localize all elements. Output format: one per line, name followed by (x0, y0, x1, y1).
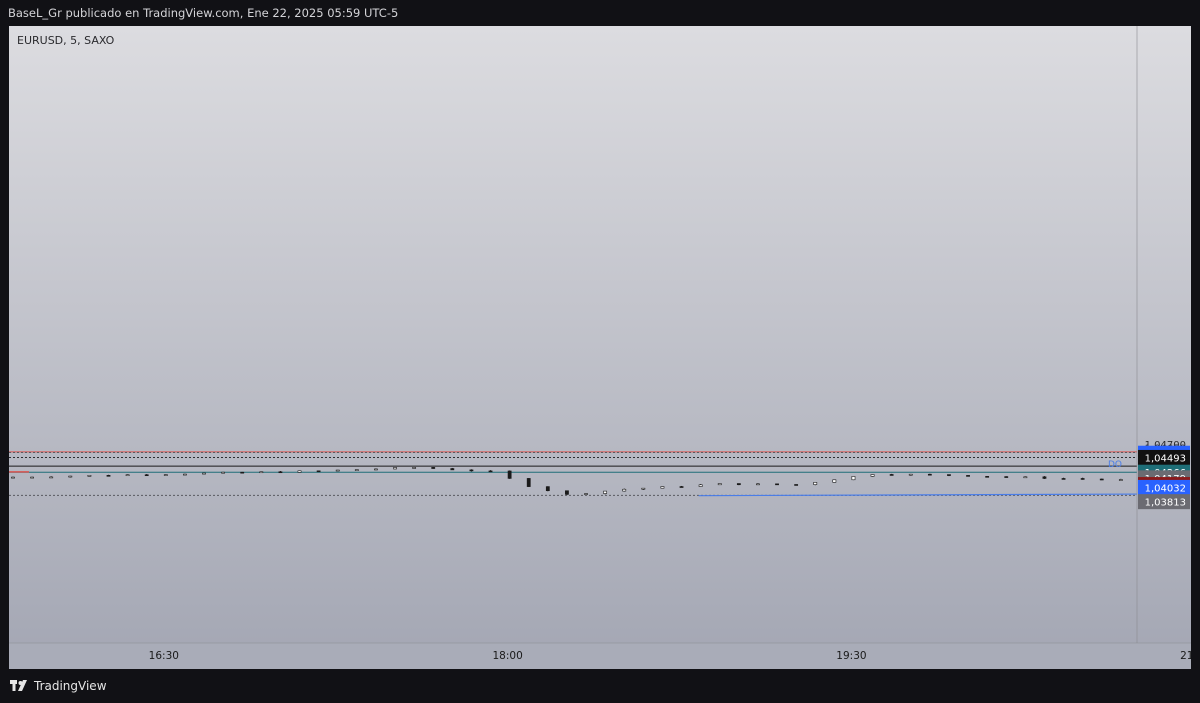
bull-candle (68, 475, 73, 478)
bear-candle (278, 471, 283, 474)
price-label-text-entry-zone: 1,04032 (1145, 483, 1186, 494)
bear-candle (1004, 476, 1009, 478)
bear-candle (106, 475, 111, 477)
price-axis-background (1137, 26, 1191, 669)
bull-candle (756, 483, 760, 486)
bull-candle (813, 482, 818, 485)
bull-candle (584, 493, 588, 495)
annotation-labels: pdhDOtrue daysell stopssmtq1q2q3q4 (1108, 460, 1122, 470)
bull-candle (354, 469, 359, 471)
candlestick-series (11, 467, 1181, 496)
bear-candle (1080, 478, 1085, 480)
bear-candle (488, 470, 493, 473)
time-axis[interactable]: 16:3018:0019:3021:0022:302201:3003:0004:… (9, 642, 1191, 669)
price-label-text-last: 1,04493 (1145, 453, 1186, 464)
bear-candle (565, 490, 569, 495)
time-tick-3: 21:00 (1180, 650, 1191, 662)
price-axis[interactable]: 1,047001,046501,046001,044501,044001,043… (1136, 26, 1191, 669)
bull-candle (393, 467, 397, 470)
bull-candle (717, 483, 722, 486)
bull-candle (259, 471, 264, 474)
bull-candle (163, 474, 168, 476)
bull-candle (1118, 479, 1123, 481)
price-label-low[interactable] (1138, 494, 1190, 510)
bear-candle (927, 473, 932, 476)
bull-candle (49, 476, 54, 479)
bull-candle (603, 490, 608, 494)
bull-candle (1023, 476, 1028, 479)
price-label-text-low: 1,03813 (1145, 498, 1186, 509)
bull-candle (297, 470, 302, 473)
bear-candle (966, 475, 970, 477)
bear-candle (1061, 478, 1066, 480)
do-label: DO (1108, 460, 1122, 470)
price-label-entry-zone[interactable] (1138, 479, 1190, 495)
drawing-overlays[interactable] (9, 451, 1191, 497)
bear-candle (144, 474, 149, 477)
chart-pane[interactable]: pdhDOtrue daysell stopssmtq1q2q3q4 1,047… (9, 26, 1191, 669)
chart-background (9, 26, 1191, 669)
time-tick-2: 19:30 (836, 650, 866, 662)
bull-candle (221, 471, 226, 474)
publish-caption-bar: BaseL_Gr publicado en TradingView.com, E… (0, 0, 1200, 26)
price-chart[interactable]: pdhDOtrue daysell stopssmtq1q2q3q4 1,047… (9, 26, 1191, 669)
bear-candle (316, 470, 321, 473)
bull-candle (698, 484, 703, 487)
bull-candle (851, 476, 856, 481)
symbol-title[interactable]: EURUSD, 5, SAXO (17, 34, 115, 47)
bear-candle (469, 469, 474, 472)
bull-candle (125, 474, 130, 477)
bear-candle (775, 483, 779, 486)
bear-candle (545, 486, 550, 492)
bear-candle (985, 476, 990, 478)
bear-candle (889, 474, 894, 476)
bull-candle (202, 472, 206, 475)
bear-candle (1099, 478, 1104, 481)
bear-candle (947, 474, 951, 476)
bull-candle (335, 469, 340, 472)
bull-candle (30, 476, 35, 479)
price-tick-0: 1,04700 (1145, 440, 1186, 451)
bull-candle (374, 468, 378, 471)
bull-candle (87, 475, 92, 477)
time-tick-1: 18:00 (492, 650, 522, 662)
time-tick-0: 16:30 (149, 650, 179, 662)
bear-candle (526, 478, 531, 487)
bull-candle (412, 467, 417, 469)
bear-candle (679, 486, 684, 488)
bull-candle (622, 488, 627, 492)
bull-candle (660, 486, 665, 489)
smt-line[interactable] (698, 490, 1191, 497)
bear-candle (794, 484, 799, 486)
bull-candle (11, 476, 15, 479)
bull-candle (641, 487, 646, 490)
bull-candle (832, 479, 837, 483)
bear-candle (431, 467, 436, 469)
bear-candle (507, 470, 512, 479)
bear-candle (240, 471, 245, 474)
bear-candle (1042, 476, 1047, 479)
bull-candle (183, 473, 187, 476)
footer-bar: TradingView (0, 676, 1200, 698)
bull-candle (908, 473, 913, 476)
bull-candle (870, 474, 875, 477)
tradingview-brand: TradingView (34, 679, 107, 693)
time-axis-background (9, 643, 1191, 669)
bear-candle (736, 483, 741, 486)
publish-caption: BaseL_Gr publicado en TradingView.com, E… (8, 6, 399, 20)
bear-candle (450, 468, 455, 471)
tradingview-logo-icon (10, 680, 27, 691)
